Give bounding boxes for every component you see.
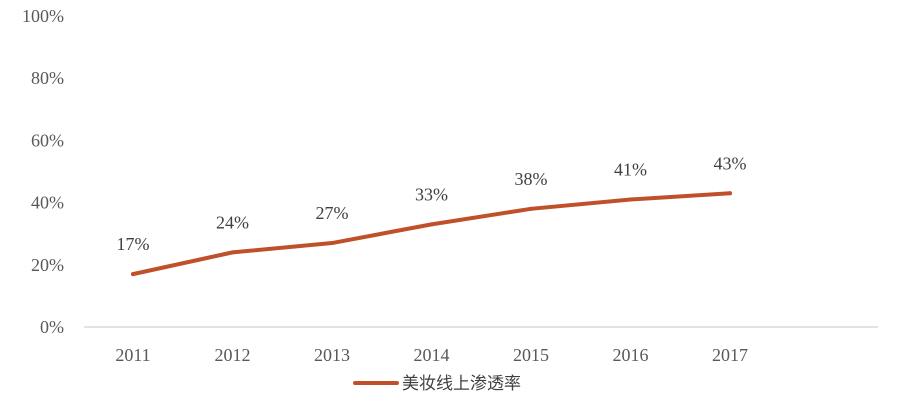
legend-label: 美妆线上渗透率 — [402, 374, 521, 393]
series-line — [131, 191, 732, 277]
x-axis: 2011 2012 2013 2014 2015 2016 2017 — [115, 345, 748, 365]
x-tick-label: 2012 — [215, 345, 251, 365]
x-tick-label: 2016 — [613, 345, 649, 365]
x-tick-label: 2015 — [513, 345, 549, 365]
y-tick-label: 60% — [31, 130, 64, 150]
data-label: 17% — [117, 234, 150, 254]
data-label: 43% — [714, 153, 747, 173]
x-tick-label: 2011 — [115, 345, 150, 365]
y-tick-label: 40% — [31, 193, 64, 213]
series-layer — [131, 191, 732, 277]
data-point — [529, 206, 533, 211]
y-tick-label: 20% — [31, 255, 64, 275]
data-point — [628, 197, 633, 202]
data-point — [330, 241, 334, 246]
data-label: 33% — [415, 184, 448, 204]
data-label: 24% — [216, 212, 249, 232]
y-axis: 0% 20% 40% 60% 80% 100% — [22, 6, 64, 337]
x-tick-label: 2013 — [314, 345, 350, 365]
y-tick-label: 0% — [40, 317, 64, 337]
data-point — [131, 272, 135, 277]
data-label: 38% — [515, 169, 548, 189]
x-tick-label: 2017 — [712, 345, 748, 365]
data-point — [429, 222, 434, 227]
data-labels: 17% 24% 27% 33% 38% 41% 43% — [117, 153, 747, 254]
data-label: 41% — [614, 159, 647, 179]
legend: 美妆线上渗透率 — [353, 374, 521, 393]
x-tick-label: 2014 — [414, 345, 450, 365]
y-tick-label: 80% — [31, 68, 64, 88]
y-tick-label: 100% — [22, 6, 64, 26]
data-label: 27% — [316, 203, 349, 223]
data-point — [728, 191, 732, 196]
data-point — [230, 250, 235, 255]
